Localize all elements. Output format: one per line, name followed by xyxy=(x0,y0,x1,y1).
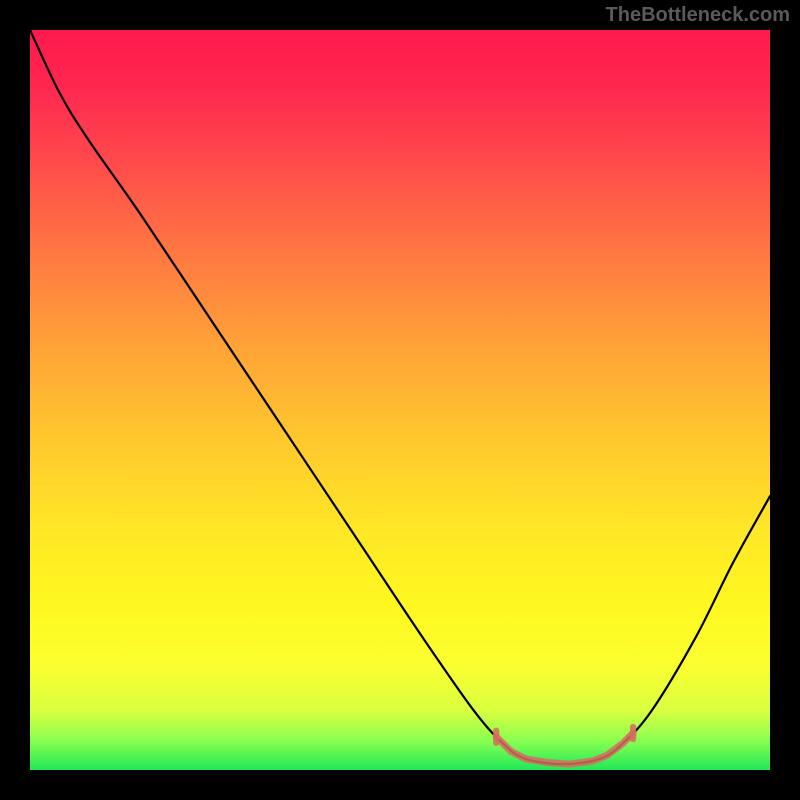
gradient-background xyxy=(30,30,770,770)
watermark-text: TheBottleneck.com xyxy=(606,4,790,27)
bottleneck-chart xyxy=(30,30,770,770)
chart-svg xyxy=(30,30,770,770)
